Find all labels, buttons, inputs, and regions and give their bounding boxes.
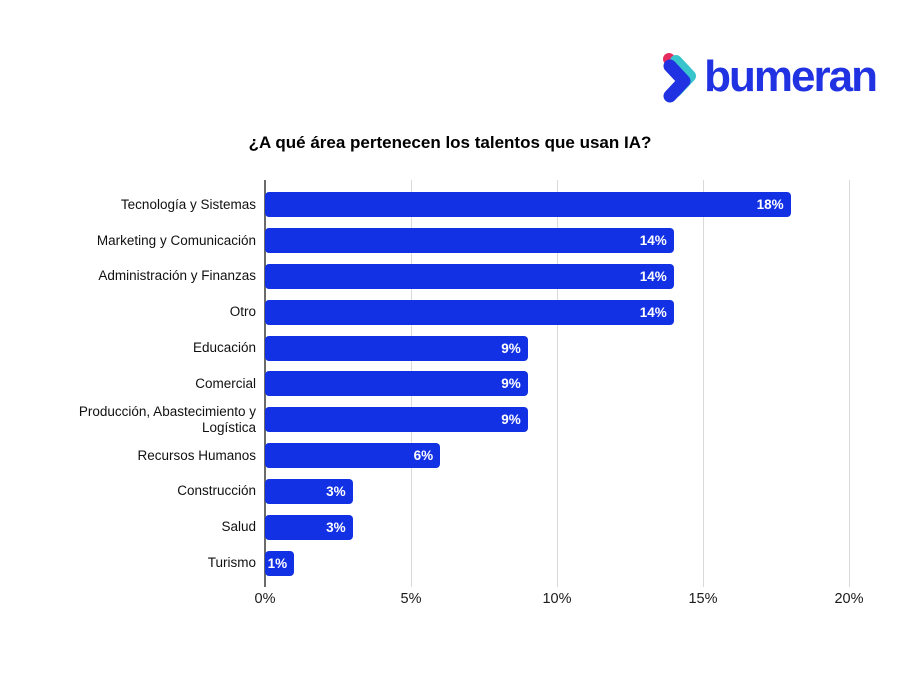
bar: 9% — [265, 407, 528, 433]
bumeran-chevron-icon — [663, 53, 697, 103]
bar-value-label: 9% — [501, 376, 521, 392]
bar-row: 1% — [265, 545, 849, 581]
category-label: Construcción — [177, 483, 256, 499]
bar-value-label: 14% — [639, 233, 667, 249]
category-label: Turismo — [207, 554, 256, 570]
bar-value-label: 14% — [639, 304, 667, 320]
bar-rows: 18% 14% 14% 14% 9% 9% 9% 6% 3% 3% 1% — [265, 187, 849, 581]
bar-row: 9% — [265, 330, 849, 366]
bar: 1% — [265, 550, 295, 576]
x-gridline — [849, 180, 850, 587]
x-tick-label: 20% — [834, 591, 864, 607]
x-tick-label: 10% — [542, 591, 572, 607]
bar: 14% — [265, 228, 674, 254]
bar: 14% — [265, 264, 674, 290]
bar-row: 9% — [265, 402, 849, 438]
bar: 3% — [265, 514, 353, 540]
bar: 3% — [265, 478, 353, 504]
bar-row: 18% — [265, 187, 849, 223]
x-axis-tick-labels: 0% 5% 10% 15% 20% — [255, 591, 864, 611]
bar-row: 14% — [265, 259, 849, 295]
bar: 6% — [265, 443, 441, 469]
bar-row: 14% — [265, 294, 849, 330]
bar-row: 3% — [265, 509, 849, 545]
bar-row: 9% — [265, 366, 849, 402]
category-labels: Tecnología y Sistemas Marketing y Comunic… — [0, 187, 256, 581]
bar-value-label: 6% — [413, 448, 434, 464]
category-label: Otro — [229, 304, 256, 320]
category-label: Recursos Humanos — [137, 447, 256, 463]
plot-area: 18% 14% 14% 14% 9% 9% 9% 6% 3% 3% 1% — [264, 180, 850, 587]
bar-value-label: 3% — [326, 483, 346, 499]
chart-title: ¿A qué área pertenecen los talentos que … — [248, 133, 652, 152]
bumeran-logo: bumeran — [661, 52, 878, 106]
bar-value-label: 1% — [267, 555, 288, 571]
bar-value-label: 14% — [639, 269, 667, 285]
bar-value-label: 9% — [501, 340, 521, 356]
category-label: Administración y Finanzas — [98, 268, 256, 284]
bar: 9% — [265, 371, 528, 397]
x-tick-label: 0% — [254, 591, 276, 607]
bar-row: 6% — [265, 438, 849, 474]
bar-value-label: 18% — [756, 197, 784, 213]
bar-row: 3% — [265, 474, 849, 510]
bar: 14% — [265, 299, 674, 325]
x-tick-label: 15% — [688, 591, 718, 607]
category-label: Comercial — [195, 375, 256, 391]
bar-row: 14% — [265, 223, 849, 259]
bar: 9% — [265, 335, 528, 361]
category-label: Marketing y Comunicación — [96, 232, 256, 248]
bar-value-label: 3% — [326, 519, 346, 535]
category-label: Tecnología y Sistemas — [120, 196, 256, 212]
bar-value-label: 9% — [501, 412, 521, 428]
brand-wordmark: bumeran — [704, 52, 878, 101]
category-label: Salud — [221, 519, 256, 535]
bar: 18% — [265, 192, 791, 218]
x-gridline — [703, 180, 704, 587]
x-tick-label: 5% — [400, 591, 422, 607]
category-label: Producción, Abastecimiento y Logística — [78, 403, 256, 435]
x-gridline — [557, 180, 558, 587]
category-label: Educación — [192, 340, 256, 356]
